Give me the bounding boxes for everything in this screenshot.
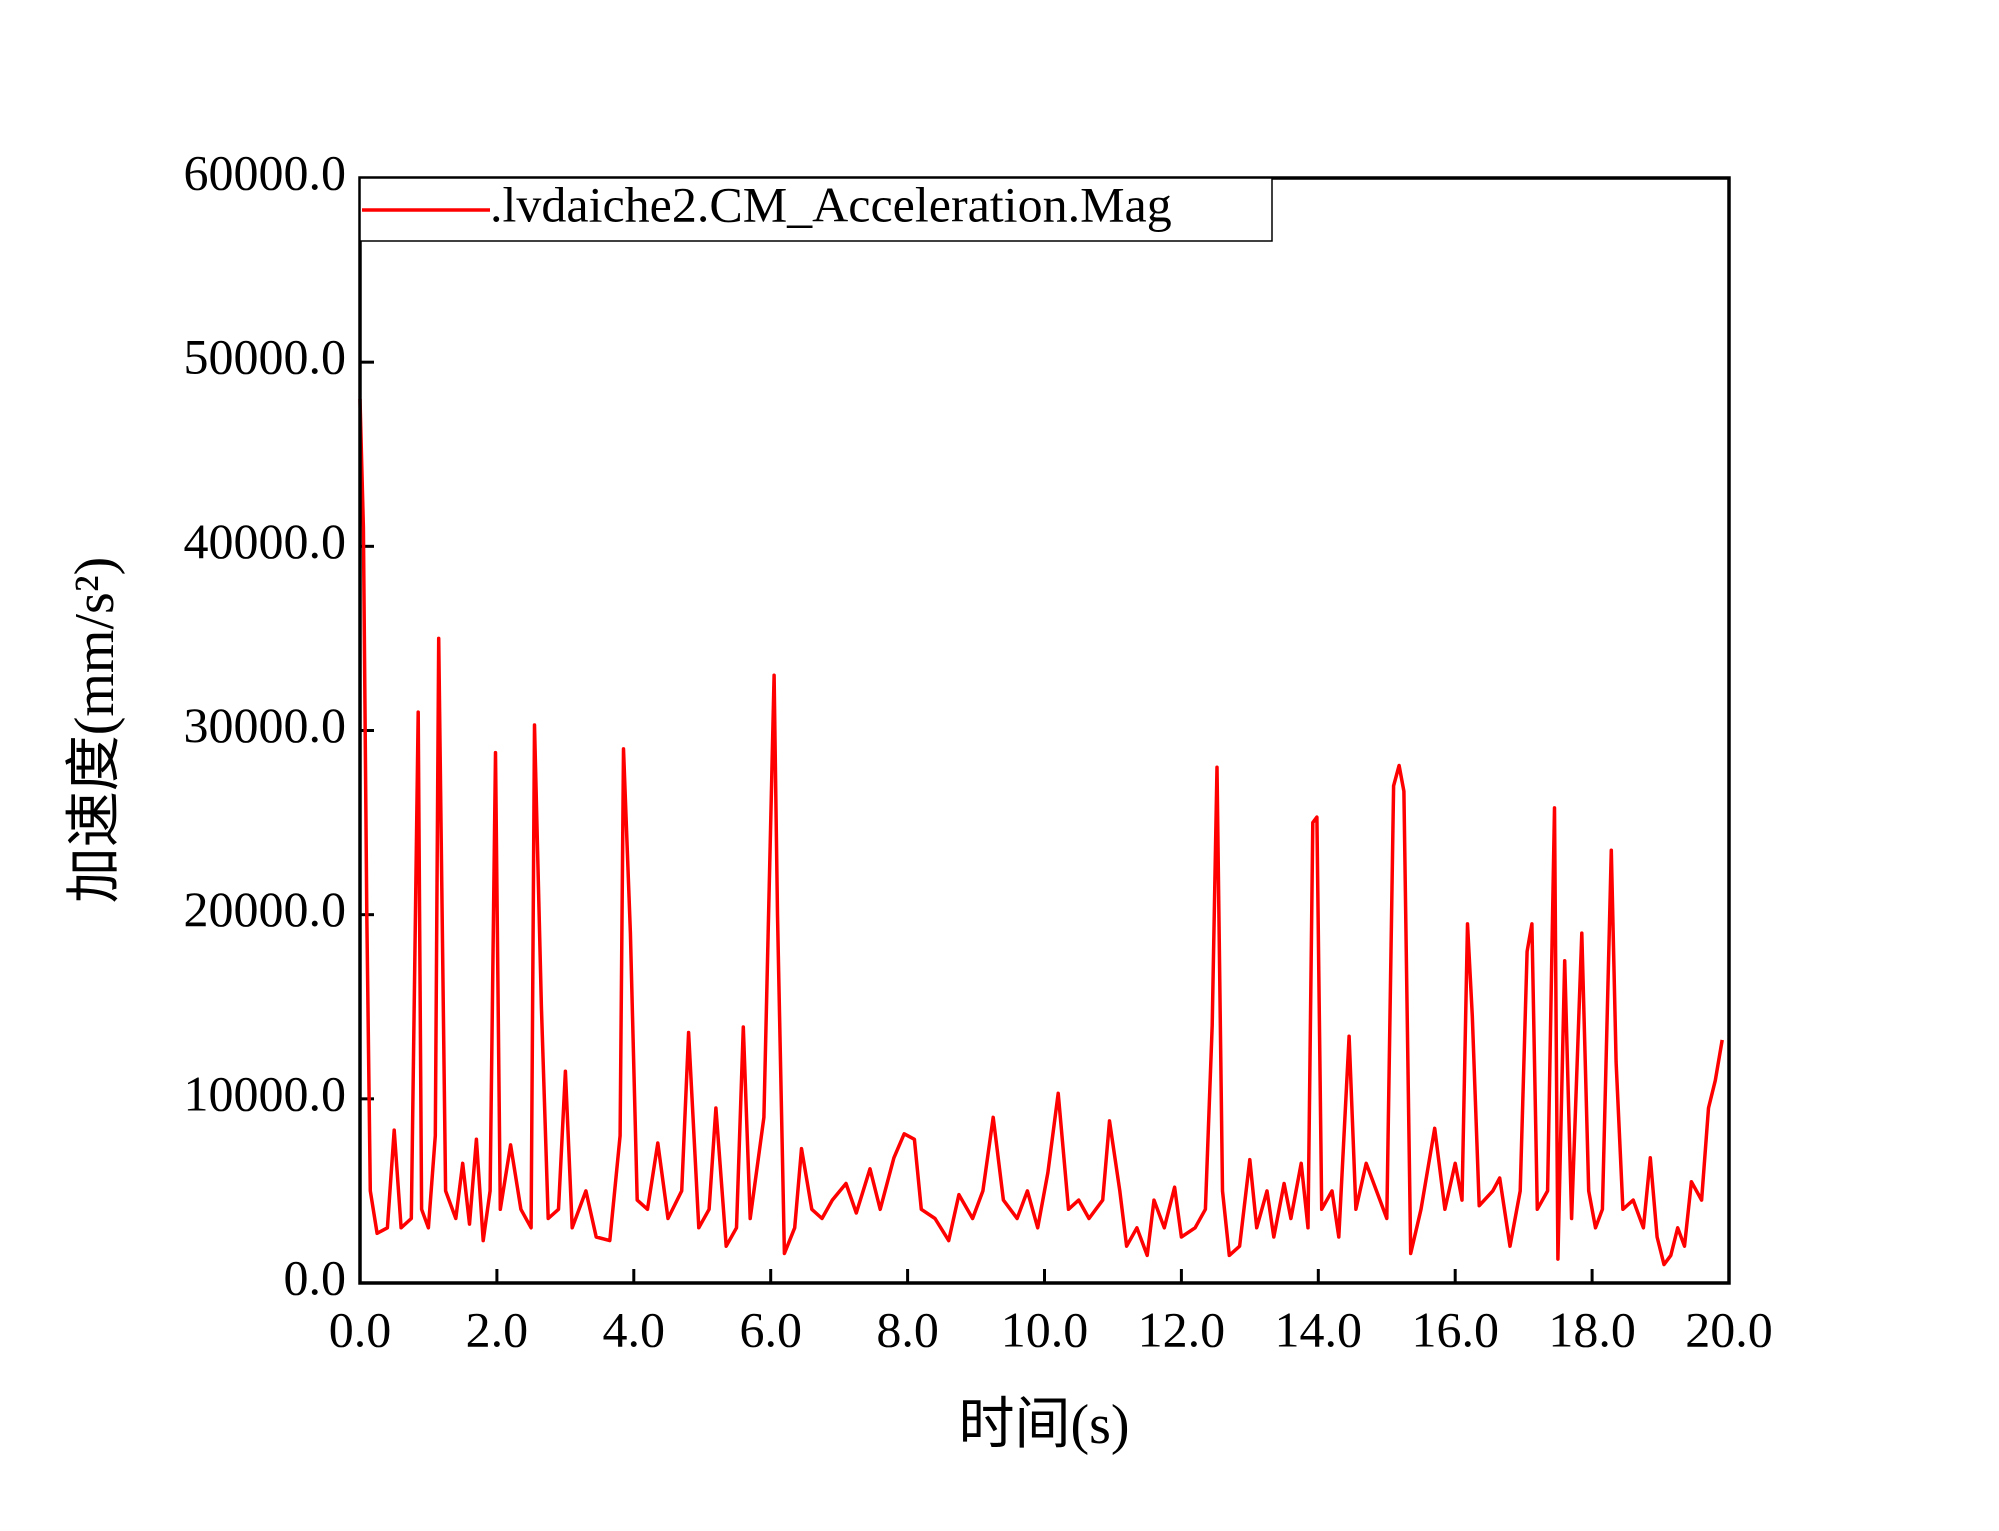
x-tick-label: 6.0 (739, 1301, 802, 1357)
x-tick-label: 20.0 (1685, 1301, 1773, 1357)
y-tick-label: 60000.0 (184, 144, 347, 200)
y-tick-label: 30000.0 (184, 697, 347, 753)
x-tick-label: 4.0 (603, 1301, 666, 1357)
y-tick-label: 10000.0 (184, 1065, 347, 1121)
x-tick-label: 18.0 (1548, 1301, 1636, 1357)
data-line (358, 398, 1724, 1267)
y-tick-label: 40000.0 (184, 513, 347, 569)
x-tick-label: 14.0 (1275, 1301, 1363, 1357)
x-tick-label: 8.0 (876, 1301, 939, 1357)
legend-label: .lvdaiche2.CM_Acceleration.Mag (490, 176, 1172, 232)
y-tick-label: 20000.0 (184, 881, 347, 937)
y-axis-label: 加速度(mm/s²) (64, 557, 126, 904)
x-tick-label: 16.0 (1411, 1301, 1499, 1357)
legend-box (359, 177, 1273, 242)
y-tick-label: 0.0 (284, 1249, 347, 1305)
x-tick-label: 2.0 (466, 1301, 529, 1357)
x-axis-label: 时间(s) (958, 1394, 1129, 1456)
x-tick-label: 10.0 (1001, 1301, 1089, 1357)
x-tick-label: 12.0 (1138, 1301, 1226, 1357)
x-tick-label: 0.0 (329, 1301, 392, 1357)
y-tick-label: 50000.0 (184, 329, 347, 385)
